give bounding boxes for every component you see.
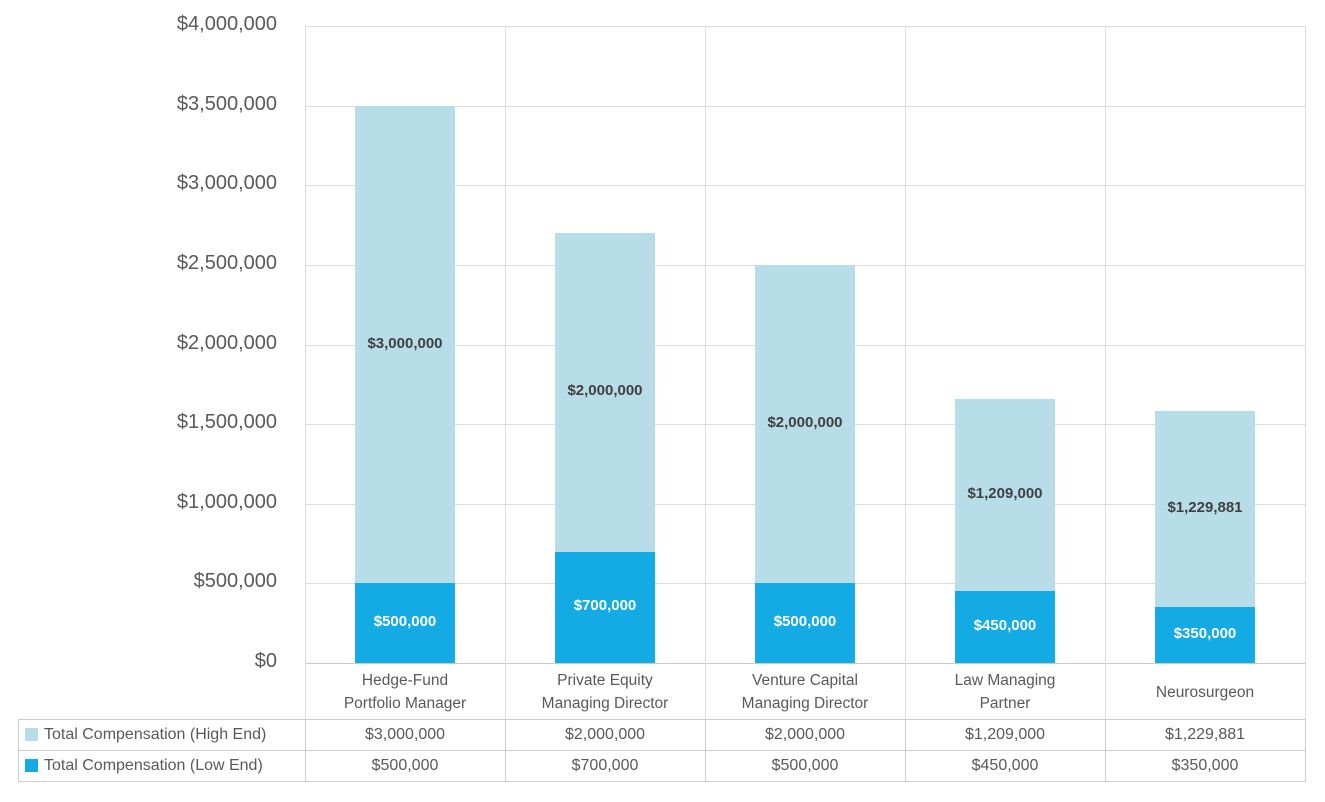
y-axis-tick-label: $3,500,000 [176, 93, 277, 115]
v-gridline [905, 26, 906, 719]
y-axis-tick-label: $1,000,000 [176, 491, 277, 513]
v-gridline [505, 26, 506, 719]
category-label: Neurosurgeon [1155, 683, 1255, 701]
bar-data-label: $450,000 [973, 617, 1037, 635]
table-vertical-border [905, 719, 906, 782]
bar-data-label: $2,000,000 [767, 414, 843, 432]
v-gridline [305, 26, 306, 719]
x-axis-line [305, 663, 1305, 664]
table-vertical-border [1105, 719, 1106, 782]
y-axis-tick-label: $3,000,000 [176, 172, 277, 194]
table-value-cell: $350,000 [1171, 756, 1239, 774]
bar-segment-high-end [555, 233, 655, 552]
bar-segment-high-end [955, 398, 1055, 592]
y-axis-tick-label: $4,000,000 [176, 13, 277, 35]
table-value-cell: $700,000 [571, 756, 639, 774]
bar-data-label: $2,000,000 [567, 382, 643, 400]
bar-segment-low-end [955, 591, 1055, 663]
y-axis-tick-label: $2,000,000 [176, 332, 277, 354]
legend-series-label: Total Compensation (Low End) [44, 756, 263, 774]
table-horizontal-border [18, 719, 1305, 720]
bar-data-label: $350,000 [1173, 625, 1237, 643]
legend-swatch-high-end [25, 728, 38, 741]
table-legend-cell: Total Compensation (High End) [18, 719, 305, 750]
bar-segment-high-end [355, 105, 455, 584]
y-axis-tick-label: $2,500,000 [176, 252, 277, 274]
bar-segment-low-end [1155, 607, 1255, 663]
bar-data-label: $700,000 [573, 597, 637, 615]
bar-data-label: $3,000,000 [367, 334, 443, 352]
table-legend-cell: Total Compensation (Low End) [18, 750, 305, 781]
h-gridline [305, 185, 1305, 186]
bar-data-label: $500,000 [773, 613, 837, 631]
y-axis-tick-label: $500,000 [193, 570, 277, 592]
category-label: Private Equity Managing Director [541, 672, 669, 712]
table-vertical-border [1305, 719, 1306, 782]
table-vertical-border [705, 719, 706, 782]
bar-segment-low-end [555, 551, 655, 663]
legend-series-label: Total Compensation (High End) [44, 725, 267, 743]
bar-segment-high-end [1155, 411, 1255, 608]
v-gridline [1105, 26, 1106, 719]
bar-data-label: $1,229,881 [1167, 499, 1243, 517]
y-axis-tick-label: $1,500,000 [176, 411, 277, 433]
bar-segment-high-end [755, 264, 855, 584]
table-vertical-border [18, 719, 19, 782]
table-value-cell: $2,000,000 [764, 725, 846, 743]
table-horizontal-border [18, 781, 1305, 782]
bar-segment-low-end [355, 583, 455, 663]
table-vertical-border [305, 719, 306, 782]
category-label: Hedge-Fund Portfolio Manager [343, 672, 467, 712]
table-horizontal-border [18, 750, 1305, 751]
v-gridline [1305, 26, 1306, 719]
table-value-cell: $1,229,881 [1164, 725, 1246, 743]
category-label: Venture Capital Managing Director [741, 672, 869, 712]
table-value-cell: $450,000 [971, 756, 1039, 774]
bar-segment-low-end [755, 583, 855, 663]
category-label: Law Managing Partner [954, 672, 1056, 712]
table-value-cell: $2,000,000 [564, 725, 646, 743]
bar-data-label: $1,209,000 [967, 485, 1043, 503]
table-value-cell: $3,000,000 [364, 725, 446, 743]
bar-data-label: $500,000 [373, 613, 437, 631]
table-value-cell: $500,000 [771, 756, 839, 774]
y-axis-tick-label: $0 [254, 650, 277, 672]
h-gridline [305, 106, 1305, 107]
legend-swatch-low-end [25, 759, 38, 772]
table-value-cell: $1,209,000 [964, 725, 1046, 743]
h-gridline [305, 26, 1305, 27]
table-vertical-border [505, 719, 506, 782]
table-value-cell: $500,000 [371, 756, 439, 774]
v-gridline [705, 26, 706, 719]
